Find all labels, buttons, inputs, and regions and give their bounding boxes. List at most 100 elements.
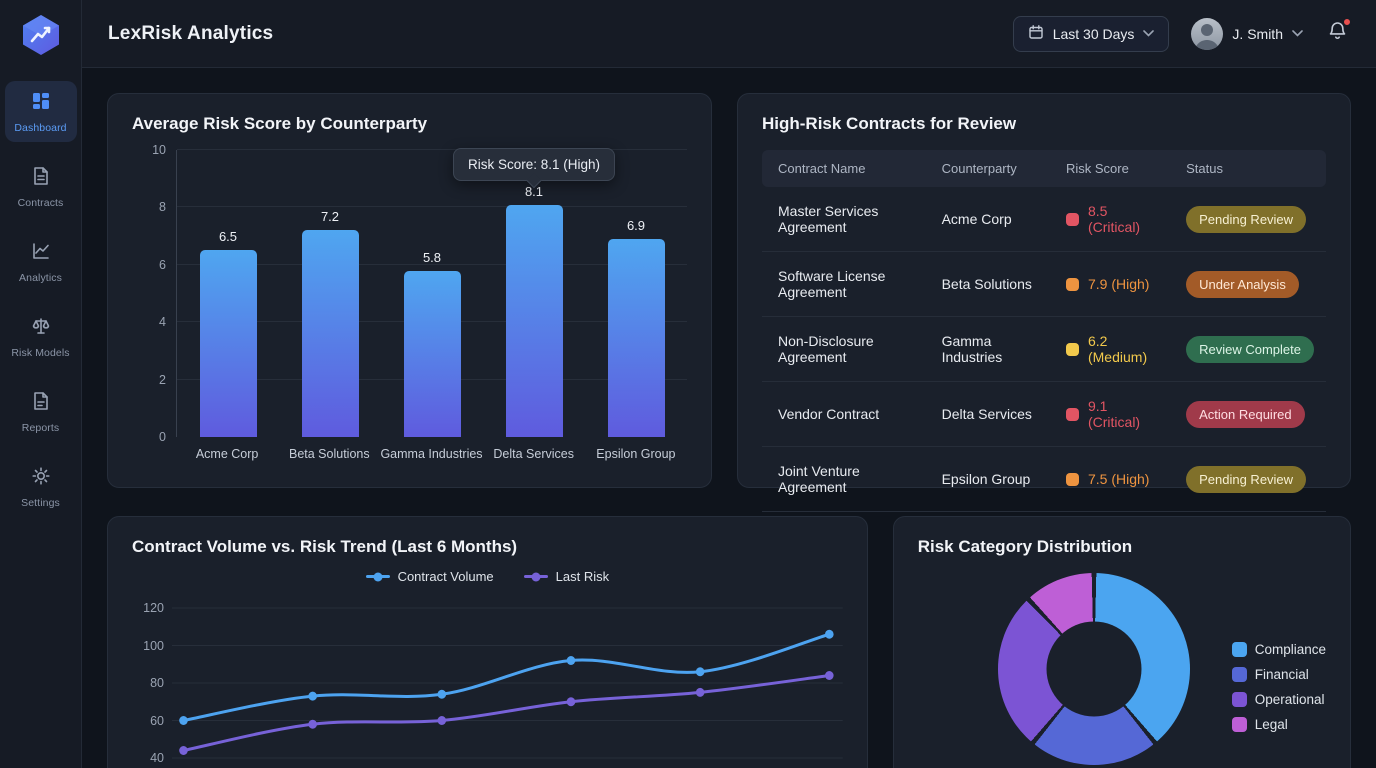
bar-chart-card: Average Risk Score by Counterparty 0 2 4 6 8… [107, 93, 712, 488]
line-chart-y-axis: 40 60 80 100 120 [132, 594, 172, 768]
cell-risk-score: 6.2 (Medium) [1053, 316, 1175, 382]
bar-column: 5.8 [381, 150, 483, 437]
series-line-contract-volume [182, 632, 831, 722]
data-point[interactable] [566, 697, 576, 707]
legend-item-compliance[interactable]: Compliance [1231, 642, 1326, 657]
table-header-row: Contract Name Counterparty Risk Score Statu… [762, 150, 1326, 187]
donut-chart[interactable] [997, 573, 1190, 765]
sidebar-item-dashboard[interactable]: Dashboard [4, 81, 77, 142]
chart-title: Average Risk Score by Counterparty [132, 114, 428, 133]
column-header[interactable]: Counterparty [941, 161, 1017, 176]
logo-trend-arrow [30, 26, 50, 43]
page-title: LexRisk Analytics [108, 22, 274, 44]
legend-item-operational[interactable]: Operational [1231, 692, 1326, 707]
y-axis-tick: 120 [143, 601, 164, 615]
x-axis-label: Acme Corp [195, 447, 259, 461]
notifications-button[interactable] [1325, 17, 1352, 49]
y-axis-tick: 6 [159, 257, 166, 272]
sidebar-item-reports[interactable]: Reports [5, 381, 77, 442]
app-logo[interactable] [19, 12, 63, 63]
cell-counterparty: Epsilon Group [929, 446, 1054, 512]
y-axis-tick: 2 [159, 372, 166, 387]
data-point[interactable] [308, 719, 317, 729]
sidebar-item-settings[interactable]: Settings [5, 456, 77, 517]
bars-row: 6.5 7.2 5.8 8.1 6.9 [177, 150, 687, 437]
x-axis-label: Epsilon Group [596, 447, 676, 461]
date-range-button[interactable]: Last 30 Days [1012, 15, 1170, 52]
bar-value-label: 7.2 [320, 209, 340, 225]
cell-risk-score: 8.5 (Critical) [1053, 187, 1175, 252]
table-row[interactable]: Master Services Agreement Acme Corp 8.5 (C… [762, 187, 1326, 252]
y-axis-tick: 60 [150, 713, 164, 728]
line-chart-legend: Contract Volume Last Risk [132, 569, 843, 584]
column-header[interactable]: Contract Name [778, 161, 866, 176]
sidebar-item-analytics[interactable]: Analytics [5, 231, 77, 292]
bar-epsilon-group[interactable] [607, 238, 665, 437]
bar-delta-services[interactable] [505, 204, 563, 437]
cell-status: Under Analysis [1174, 251, 1326, 317]
column-header[interactable]: Risk Score [1065, 161, 1129, 176]
legend-marker [523, 572, 548, 581]
calendar-icon [1028, 24, 1044, 43]
sidebar-item-label: Settings [21, 497, 60, 509]
risk-level-dot [1065, 342, 1079, 356]
legend-item-contract-volume[interactable]: Contract Volume [365, 569, 494, 584]
cell-status: Pending Review [1174, 446, 1326, 512]
bar-gamma-industries[interactable] [403, 270, 461, 437]
legend-swatch [1231, 667, 1247, 682]
risk-score-text: 6.2 (Medium) [1087, 333, 1148, 365]
y-axis-tick: 100 [143, 638, 164, 653]
cell-counterparty: Beta Solutions [929, 251, 1054, 317]
table-row[interactable]: Vendor Contract Delta Services 9.1 (Critic… [762, 381, 1326, 447]
bar-column: 6.5 [177, 150, 279, 437]
cell-risk-score: 9.1 (Critical) [1053, 381, 1175, 447]
bar-column: 7.2 [279, 150, 381, 437]
data-point[interactable] [695, 687, 705, 697]
legend-item-financial[interactable]: Financial [1231, 667, 1326, 682]
y-axis-tick: 40 [150, 751, 164, 765]
legend-item-last-risk[interactable]: Last Risk [523, 569, 609, 584]
chevron-down-icon [1143, 30, 1155, 37]
table-title: High-Risk Contracts for Review [762, 114, 1017, 133]
data-point[interactable] [824, 671, 834, 680]
x-axis-label: Delta Services [493, 447, 574, 461]
risk-level-dot [1065, 212, 1079, 226]
y-axis-tick: 8 [159, 200, 166, 215]
legend-swatch [1231, 692, 1247, 707]
dashboard-icon [30, 90, 52, 117]
bar-value-label: 6.5 [218, 229, 238, 245]
data-point[interactable] [179, 746, 188, 755]
table-row[interactable]: Software License Agreement Beta Solutions… [762, 251, 1326, 317]
column-header[interactable]: Status [1186, 161, 1223, 176]
date-range-label: Last 30 Days [1052, 25, 1135, 42]
sidebar-item-label: Reports [21, 422, 60, 434]
sidebar-item-label: Risk Models [11, 347, 70, 359]
bar-acme-corp[interactable] [199, 250, 257, 437]
data-point[interactable] [437, 716, 447, 725]
data-point[interactable] [566, 656, 576, 665]
legend-label: Compliance [1254, 642, 1326, 657]
sidebar-item-label: Dashboard [14, 122, 67, 134]
cell-contract-name: Master Services Agreement [762, 187, 930, 252]
data-point[interactable] [308, 691, 317, 701]
risk-score-text: 7.9 (High) [1087, 276, 1150, 292]
gridline [177, 263, 687, 265]
table-row[interactable]: Joint Venture Agreement Epsilon Group 7.5 … [762, 446, 1326, 512]
legend-swatch [1231, 717, 1247, 732]
sidebar-item-contracts[interactable]: Contracts [5, 156, 77, 217]
data-point[interactable] [824, 629, 834, 639]
sidebar-item-risk-models[interactable]: Risk Models [5, 306, 77, 367]
x-axis-label: Gamma Industries [380, 447, 483, 461]
cell-counterparty: Gamma Industries [929, 316, 1054, 382]
cell-status: Review Complete [1174, 316, 1326, 382]
legend-item-legal[interactable]: Legal [1231, 717, 1326, 732]
table-row[interactable]: Non-Disclosure Agreement Gamma Industries… [762, 316, 1326, 382]
data-point[interactable] [437, 689, 447, 699]
data-point[interactable] [179, 716, 188, 725]
bar-beta-solutions[interactable] [301, 230, 359, 437]
user-menu[interactable]: J. Smith [1191, 17, 1303, 50]
bar-column: 8.1 [483, 150, 585, 437]
data-point[interactable] [695, 667, 705, 677]
legend-label: Financial [1254, 667, 1309, 682]
chevron-down-icon [1292, 30, 1303, 37]
